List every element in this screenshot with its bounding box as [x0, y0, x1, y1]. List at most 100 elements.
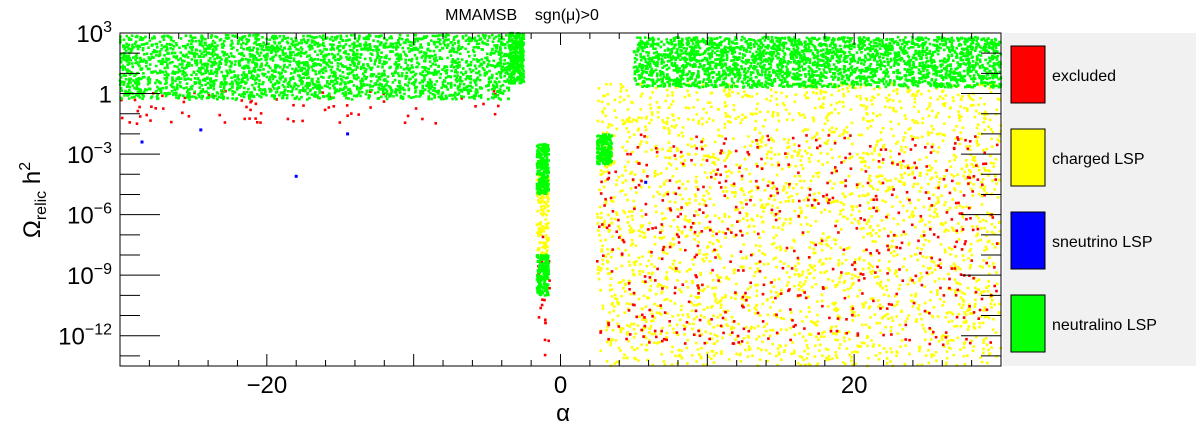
data-point [178, 63, 182, 66]
data-point [900, 176, 904, 179]
data-point [900, 149, 903, 152]
data-point [864, 194, 867, 198]
data-point [464, 39, 468, 42]
data-point [787, 195, 790, 199]
data-point [127, 93, 131, 96]
data-point [785, 271, 789, 274]
data-point [660, 229, 664, 232]
data-point [660, 291, 664, 295]
data-point [807, 256, 811, 259]
data-point [474, 79, 478, 83]
data-point [265, 93, 268, 97]
data-point [640, 328, 643, 332]
data-point [684, 201, 688, 205]
data-point [793, 240, 796, 243]
data-point [134, 40, 138, 44]
data-point [834, 351, 837, 354]
data-point [613, 109, 616, 112]
data-point [865, 152, 869, 155]
data-point [706, 245, 710, 248]
data-point [958, 182, 961, 185]
data-point [937, 184, 941, 188]
data-point [806, 152, 809, 155]
data-point [842, 92, 845, 96]
data-point [308, 96, 311, 100]
data-point [775, 313, 778, 317]
data-point [141, 60, 144, 63]
data-point [543, 338, 547, 342]
data-point [546, 191, 550, 195]
data-point [685, 346, 689, 350]
data-point [629, 231, 632, 234]
data-point [770, 281, 773, 284]
data-point [537, 246, 541, 250]
data-point [284, 77, 287, 81]
data-point [848, 156, 851, 160]
data-point [935, 359, 938, 363]
data-point [967, 257, 970, 260]
data-point [967, 303, 971, 306]
data-point [420, 46, 424, 49]
data-point [539, 208, 543, 211]
data-point [967, 174, 971, 177]
data-point [917, 239, 920, 243]
data-point [721, 220, 724, 223]
data-point [164, 60, 168, 63]
data-point [223, 121, 227, 124]
data-point [969, 153, 973, 157]
data-point [752, 203, 756, 207]
data-point [261, 36, 264, 39]
data-point [971, 349, 975, 353]
data-point [932, 128, 935, 131]
data-point [838, 276, 842, 280]
data-point [979, 315, 983, 318]
data-point [791, 341, 794, 344]
data-point [665, 122, 669, 126]
data-point [184, 44, 187, 48]
data-point [984, 219, 988, 223]
data-point [877, 299, 880, 302]
data-point [475, 45, 478, 49]
data-point [407, 81, 411, 84]
data-point [673, 331, 676, 335]
data-point [978, 325, 981, 329]
data-point [188, 62, 191, 65]
data-point [950, 265, 953, 268]
data-point [815, 87, 819, 90]
data-point [631, 210, 634, 213]
data-point [348, 44, 352, 48]
data-point [651, 227, 654, 230]
data-point [214, 35, 217, 38]
data-point [712, 155, 715, 159]
data-point [655, 311, 659, 315]
data-point [222, 90, 226, 94]
data-point [814, 243, 817, 247]
data-point [394, 60, 398, 64]
data-point [351, 42, 354, 46]
data-point [386, 75, 390, 78]
data-point [903, 114, 907, 117]
data-point [783, 103, 786, 107]
data-point [817, 171, 821, 174]
data-point [884, 325, 887, 329]
data-point [856, 153, 859, 156]
data-point [820, 211, 823, 214]
data-point [605, 360, 609, 363]
data-point [257, 68, 260, 72]
data-point [986, 169, 990, 172]
data-point [665, 297, 669, 301]
data-point [944, 221, 947, 224]
data-point [193, 55, 197, 59]
data-point [632, 322, 636, 326]
data-point [818, 241, 822, 245]
data-point [753, 128, 757, 131]
data-point [970, 259, 973, 262]
data-point [972, 322, 976, 326]
data-point [449, 85, 453, 88]
data-point [667, 162, 671, 165]
data-point [228, 82, 232, 86]
data-point [685, 321, 689, 324]
data-point [776, 363, 779, 367]
data-point [695, 181, 698, 184]
data-point [909, 166, 913, 170]
